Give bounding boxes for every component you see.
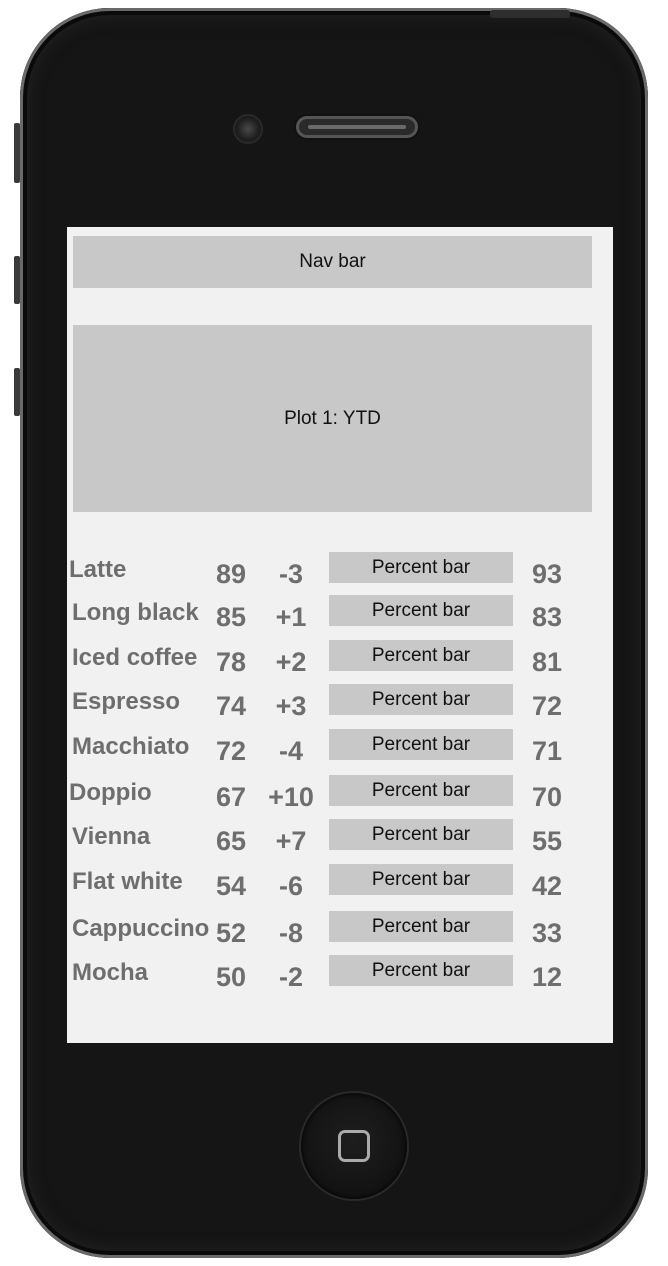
list-item[interactable]: Macchiato 72 -4 Percent bar 71 — [67, 727, 613, 767]
list-item[interactable]: Cappuccino 52 -8 Percent bar 33 — [67, 909, 613, 949]
list-item[interactable]: Iced coffee 78 +2 Percent bar 81 — [67, 638, 613, 678]
percent-bar: Percent bar — [329, 775, 513, 806]
list-item[interactable]: Mocha 50 -2 Percent bar 12 — [67, 953, 613, 993]
percent-bar-label: Percent bar — [371, 688, 471, 710]
item-percent: 71 — [531, 736, 563, 766]
item-name: Macchiato — [72, 733, 190, 760]
plot-ytd: Plot 1: YTD — [73, 325, 592, 512]
list-item[interactable]: Espresso 74 +3 Percent bar 72 — [67, 682, 613, 722]
percent-bar: Percent bar — [329, 955, 513, 986]
item-percent: 81 — [531, 647, 563, 677]
home-square-icon — [338, 1130, 370, 1162]
item-value: 89 — [215, 559, 247, 589]
item-value: 85 — [215, 602, 247, 632]
item-change: +3 — [275, 691, 307, 721]
item-percent: 55 — [531, 826, 563, 856]
percent-bar-label: Percent bar — [371, 823, 471, 845]
item-percent: 70 — [531, 782, 563, 812]
percent-bar: Percent bar — [329, 595, 513, 626]
plot-label: Plot 1: YTD — [284, 407, 381, 429]
front-camera-icon — [235, 116, 261, 142]
item-change: -6 — [278, 871, 303, 901]
item-name: Doppio — [69, 779, 152, 806]
item-change: -4 — [278, 736, 303, 766]
item-change: -2 — [278, 962, 303, 992]
item-name: Flat white — [72, 868, 183, 895]
item-value: 50 — [215, 962, 247, 992]
item-change: -3 — [278, 559, 303, 589]
item-value: 78 — [215, 647, 247, 677]
percent-bar: Percent bar — [329, 552, 513, 583]
list-item[interactable]: Long black 85 +1 Percent bar 83 — [67, 593, 613, 633]
item-percent: 83 — [531, 602, 563, 632]
item-percent: 93 — [531, 559, 563, 589]
item-name: Long black — [72, 599, 199, 626]
percent-bar-label: Percent bar — [371, 556, 471, 578]
item-percent: 72 — [531, 691, 563, 721]
nav-bar-label: Nav bar — [299, 251, 366, 272]
volume-down-button[interactable] — [14, 368, 20, 416]
item-percent: 12 — [531, 962, 563, 992]
list-item[interactable]: Doppio 67 +10 Percent bar 70 — [67, 773, 613, 813]
item-percent: 33 — [531, 918, 563, 948]
percent-bar-label: Percent bar — [371, 915, 471, 937]
percent-bar: Percent bar — [329, 911, 513, 942]
percent-bar: Percent bar — [329, 684, 513, 715]
home-button[interactable] — [301, 1093, 407, 1199]
item-percent: 42 — [531, 871, 563, 901]
item-name: Cappuccino — [72, 915, 210, 942]
item-change: +7 — [275, 826, 307, 856]
item-name: Mocha — [72, 959, 149, 986]
percent-bar: Percent bar — [329, 864, 513, 895]
item-value: 74 — [215, 691, 247, 721]
item-name: Espresso — [72, 688, 181, 715]
list-item[interactable]: Latte 89 -3 Percent bar 93 — [67, 550, 613, 590]
mute-switch[interactable] — [14, 123, 20, 183]
item-value: 54 — [215, 871, 247, 901]
percent-bar: Percent bar — [329, 819, 513, 850]
percent-bar: Percent bar — [329, 640, 513, 671]
phone-screen: Nav bar Plot 1: YTD Latte 89 -3 Percent bar… — [67, 227, 613, 1043]
percent-bar-label: Percent bar — [371, 599, 471, 621]
percent-bar-label: Percent bar — [371, 959, 471, 981]
percent-bar-label: Percent bar — [371, 868, 471, 890]
item-change: +2 — [275, 647, 307, 677]
item-value: 65 — [215, 826, 247, 856]
item-name: Iced coffee — [72, 644, 198, 671]
item-change: +1 — [275, 602, 307, 632]
volume-up-button[interactable] — [14, 256, 20, 304]
percent-bar-label: Percent bar — [371, 733, 471, 755]
item-value: 67 — [215, 782, 247, 812]
earpiece-speaker-icon — [296, 116, 418, 138]
list-item[interactable]: Flat white 54 -6 Percent bar 42 — [67, 862, 613, 902]
list-item[interactable]: Vienna 65 +7 Percent bar 55 — [67, 817, 613, 857]
percent-bar-label: Percent bar — [371, 779, 471, 801]
percent-bar: Percent bar — [329, 729, 513, 760]
item-change: +10 — [268, 782, 314, 812]
item-value: 72 — [215, 736, 247, 766]
item-name: Vienna — [72, 823, 151, 850]
percent-bar-label: Percent bar — [371, 644, 471, 666]
power-button[interactable] — [490, 10, 570, 18]
item-name: Latte — [69, 556, 127, 583]
item-change: -8 — [278, 918, 303, 948]
item-value: 52 — [215, 918, 247, 948]
nav-bar[interactable]: Nav bar — [73, 236, 592, 288]
